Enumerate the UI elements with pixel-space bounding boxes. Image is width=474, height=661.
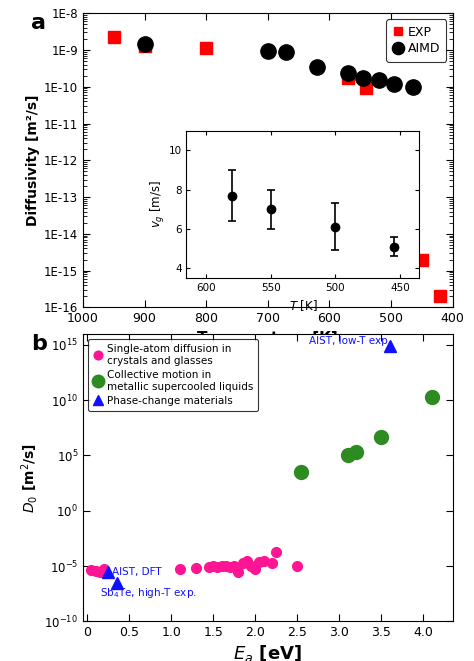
Single-atom diffusion in
crystals and glasses bbox=[261, 557, 266, 564]
Line: AIMD: AIMD bbox=[137, 36, 420, 95]
EXP bbox=[364, 85, 369, 93]
AIMD bbox=[314, 63, 320, 71]
Single-atom diffusion in
crystals and glasses bbox=[231, 562, 237, 570]
Single-atom diffusion in
crystals and glasses bbox=[101, 565, 107, 573]
Single-atom diffusion in
crystals and glasses bbox=[236, 568, 241, 576]
Collective motion in
metallic supercooled liquids bbox=[378, 433, 384, 441]
Single-atom diffusion in
crystals and glasses bbox=[219, 562, 225, 570]
EXP bbox=[142, 42, 147, 50]
EXP bbox=[419, 256, 425, 264]
Single-atom diffusion in
crystals and glasses bbox=[273, 548, 279, 556]
Single-atom diffusion in
crystals and glasses bbox=[244, 557, 250, 564]
Line: EXP: EXP bbox=[108, 32, 446, 302]
Single-atom diffusion in
crystals and glasses bbox=[256, 558, 262, 566]
Collective motion in
metallic supercooled liquids bbox=[299, 469, 304, 477]
AIMD bbox=[142, 40, 147, 48]
Single-atom diffusion in
crystals and glasses bbox=[177, 565, 182, 573]
Single-atom diffusion in
crystals and glasses bbox=[97, 568, 102, 576]
Collective motion in
metallic supercooled liquids bbox=[345, 451, 350, 459]
AIMD bbox=[283, 48, 289, 56]
Single-atom diffusion in
crystals and glasses bbox=[227, 563, 233, 571]
Y-axis label: $D_0$ [m$^2$/s]: $D_0$ [m$^2$/s] bbox=[19, 443, 40, 512]
EXP bbox=[345, 74, 351, 82]
Phase-change materials bbox=[387, 342, 392, 350]
Legend: Single-atom diffusion in
crystals and glasses, Collective motion in
metallic sup: Single-atom diffusion in crystals and gl… bbox=[88, 339, 258, 411]
Single-atom diffusion in
crystals and glasses bbox=[223, 562, 228, 570]
AIMD bbox=[410, 83, 415, 91]
Collective motion in
metallic supercooled liquids bbox=[429, 393, 435, 401]
Single-atom diffusion in
crystals and glasses bbox=[294, 562, 300, 570]
Text: Sb$_4$Te, high-T exp.: Sb$_4$Te, high-T exp. bbox=[100, 586, 197, 600]
Line: Collective motion in
metallic supercooled liquids: Collective motion in metallic supercoole… bbox=[294, 390, 438, 479]
Single-atom diffusion in
crystals and glasses bbox=[215, 563, 220, 570]
Y-axis label: Diffusivity [m²/s]: Diffusivity [m²/s] bbox=[26, 95, 40, 226]
Single-atom diffusion in
crystals and glasses bbox=[248, 562, 254, 570]
AIMD bbox=[360, 74, 366, 82]
Single-atom diffusion in
crystals and glasses bbox=[210, 562, 216, 570]
Single-atom diffusion in
crystals and glasses bbox=[89, 566, 94, 574]
AIMD bbox=[345, 69, 351, 77]
Single-atom diffusion in
crystals and glasses bbox=[206, 563, 212, 570]
AIMD bbox=[392, 80, 397, 88]
Legend: EXP, AIMD: EXP, AIMD bbox=[386, 19, 447, 61]
Text: b: b bbox=[31, 334, 47, 354]
Line: Single-atom diffusion in
crystals and glasses: Single-atom diffusion in crystals and gl… bbox=[86, 547, 302, 576]
AIMD bbox=[376, 76, 382, 84]
EXP bbox=[111, 34, 117, 42]
Single-atom diffusion in
crystals and glasses bbox=[240, 559, 246, 566]
Phase-change materials bbox=[114, 579, 119, 587]
EXP bbox=[376, 163, 382, 171]
Text: a: a bbox=[31, 13, 46, 33]
AIMD bbox=[265, 47, 271, 55]
Single-atom diffusion in
crystals and glasses bbox=[269, 559, 275, 566]
X-axis label: Temperature [K]: Temperature [K] bbox=[198, 330, 338, 346]
Text: AIST, DFT: AIST, DFT bbox=[112, 567, 162, 577]
Collective motion in
metallic supercooled liquids bbox=[353, 448, 359, 456]
Phase-change materials bbox=[105, 568, 111, 576]
Single-atom diffusion in
crystals and glasses bbox=[193, 564, 199, 572]
Line: Phase-change materials: Phase-change materials bbox=[102, 340, 395, 588]
X-axis label: $E_a$ [eV]: $E_a$ [eV] bbox=[233, 643, 302, 661]
Single-atom diffusion in
crystals and glasses bbox=[93, 567, 99, 575]
EXP bbox=[203, 44, 209, 52]
EXP bbox=[438, 292, 443, 300]
Text: AIST, low-T exp.: AIST, low-T exp. bbox=[309, 336, 392, 346]
Single-atom diffusion in
crystals and glasses bbox=[252, 565, 258, 573]
